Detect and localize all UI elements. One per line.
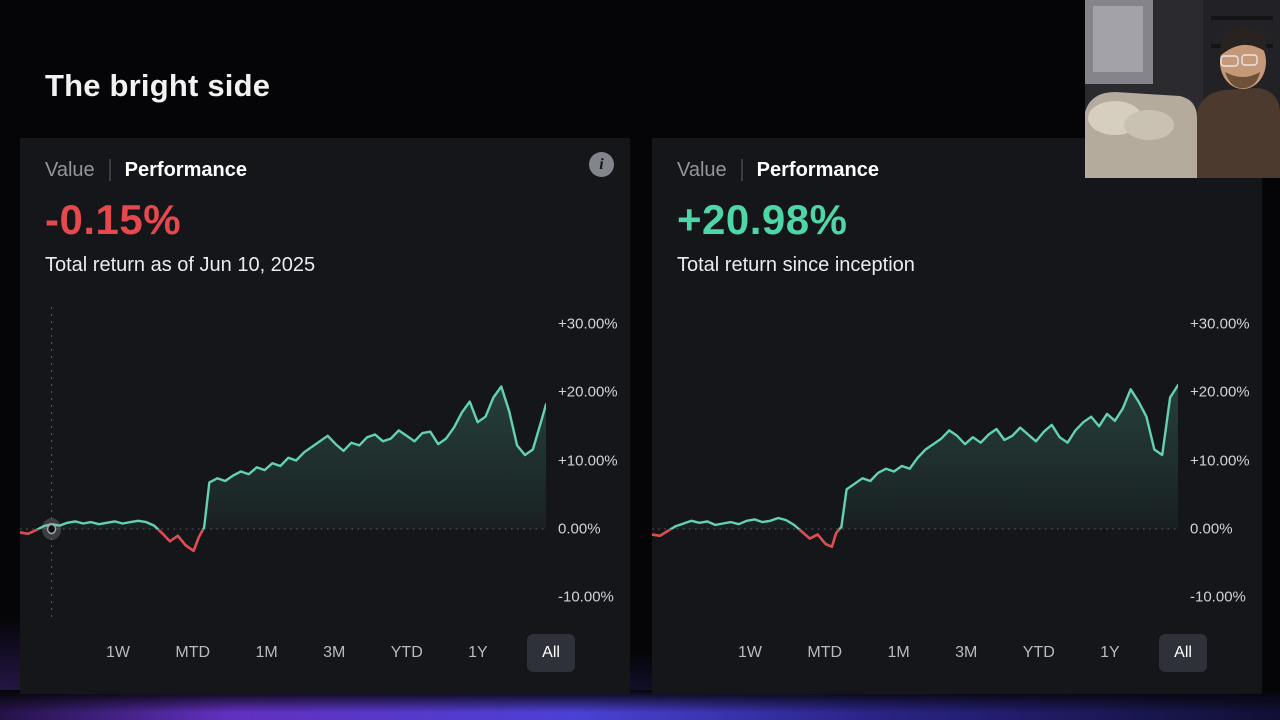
total-return-caption: Total return since inception [677,254,915,276]
range-1y[interactable]: 1Y [1094,634,1126,672]
range-1y[interactable]: 1Y [462,634,494,672]
axis-tick: +10.00% [1190,452,1250,469]
chart-tabs: Value Performance [20,154,630,186]
total-return-value: -0.15% [45,196,182,243]
axis-tick: 0.00% [558,520,601,538]
tab-performance[interactable]: Performance [756,158,879,181]
webcam-beard [1225,72,1260,89]
chart-area: +30.00% +20.00% +10.00% 0.00% -10.00% [652,303,1262,618]
range-1w[interactable]: 1W [732,634,768,672]
axis-tick: -10.00% [1190,588,1246,606]
y-axis-labels: +30.00% +20.00% +10.00% 0.00% -10.00% [1178,303,1262,618]
performance-chart[interactable] [20,303,546,618]
tab-value[interactable]: Value [45,158,95,181]
tab-performance[interactable]: Performance [124,158,247,181]
range-all[interactable]: All [1159,634,1207,672]
range-3m[interactable]: 3M [317,634,351,672]
range-1m[interactable]: 1M [249,634,283,672]
tab-value[interactable]: Value [677,158,727,181]
axis-tick: +20.00% [1190,383,1250,401]
total-return-caption: Total return as of Jun 10, 2025 [45,254,316,276]
performance-panel-right: Value Performance i +20.98% Total return… [652,138,1262,694]
webcam-glasses [1220,55,1239,67]
y-axis-labels: +30.00% +20.00% +10.00% 0.00% -10.00% [546,303,630,618]
info-icon[interactable]: i [589,152,614,177]
webcam-scene [1085,0,1280,178]
tab-divider [108,159,111,181]
performance-chart[interactable] [652,303,1178,618]
range-ytd[interactable]: YTD [385,634,429,672]
range-mtd[interactable]: MTD [801,634,848,672]
webcam-overlay [1085,0,1280,178]
range-all[interactable]: All [527,634,575,672]
range-1m[interactable]: 1M [881,634,915,672]
axis-tick: +30.00% [1190,315,1250,333]
range-ytd[interactable]: YTD [1017,634,1061,672]
range-mtd[interactable]: MTD [169,634,216,672]
range-3m[interactable]: 3M [949,634,983,672]
webcam-glasses [1241,54,1258,66]
total-return-value: +20.98% [677,196,848,243]
tab-divider [740,159,743,181]
axis-tick: +10.00% [558,452,618,469]
axis-tick: 0.00% [1190,520,1233,538]
chart-tabs: Value Performance [652,154,1262,186]
performance-panels: Value Performance i -0.15% Total return … [20,138,1262,694]
range-1w[interactable]: 1W [100,634,136,672]
axis-tick: -10.00% [558,588,614,606]
webcam-shelf [1211,16,1273,20]
performance-panel-left: Value Performance i -0.15% Total return … [20,138,630,694]
chart-area: +30.00% +20.00% +10.00% 0.00% -10.00% [20,303,630,618]
webcam-beanie [1219,26,1267,56]
range-selector: 1W MTD 1M 3M YTD 1Y All [100,634,575,672]
webcam-window-pane [1093,6,1143,72]
range-selector: 1W MTD 1M 3M YTD 1Y All [732,634,1207,672]
webcam-pillow [1124,110,1174,140]
webcam-person-body [1197,88,1280,178]
axis-tick: +20.00% [558,383,618,401]
axis-tick: +30.00% [558,315,618,333]
bottom-gradient-band [0,690,1280,720]
slide-title: The bright side [45,68,271,103]
